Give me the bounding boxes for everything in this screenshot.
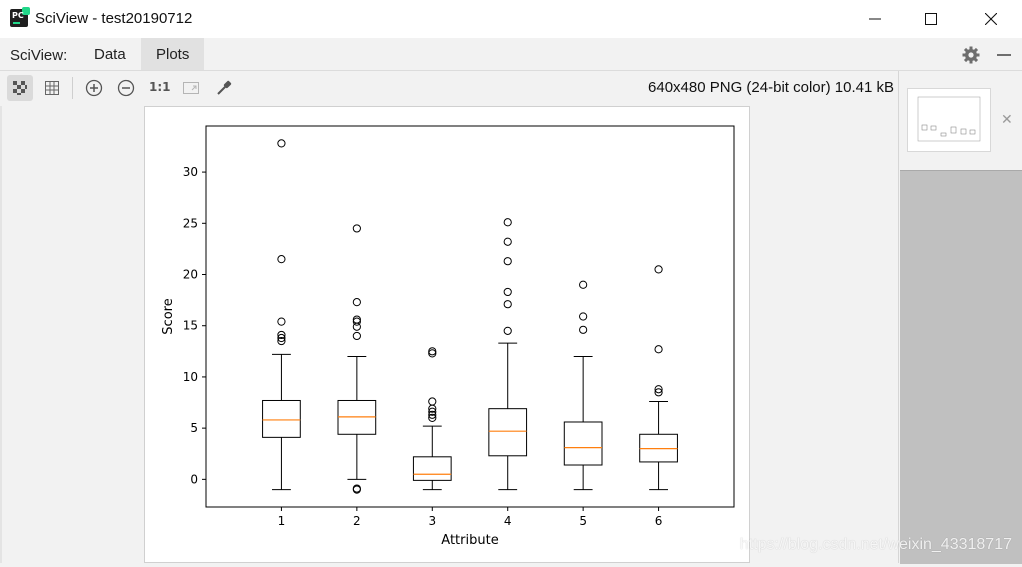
outlier-point [503, 300, 512, 309]
y-tick-label: 25 [183, 216, 198, 230]
close-window-button[interactable] [968, 0, 1014, 38]
app-icon-text: PC [12, 11, 24, 20]
minimize-button[interactable] [852, 0, 898, 38]
actual-size-button[interactable]: 1:1 [145, 75, 171, 101]
y-tick-label: 20 [183, 268, 198, 282]
maximize-button[interactable] [908, 0, 954, 38]
box-5 [563, 421, 603, 466]
outlier-point [503, 326, 512, 335]
outlier-point [579, 325, 588, 334]
tab-data[interactable]: Data [94, 46, 126, 63]
outlier-point [277, 336, 286, 346]
boxplot-chart: 0 5 10 15 20 25 30 1 2 3 4 5 6 Attribute Score [161, 125, 735, 548]
outlier-point [428, 397, 437, 406]
thumbnail-preview-icon [917, 96, 981, 142]
outlier-point [503, 287, 512, 297]
outlier-point [503, 218, 512, 227]
close-icon [985, 13, 997, 25]
title-bar: PC SciView - test20190712 [0, 0, 1022, 38]
tab-plots[interactable]: Plots [141, 38, 205, 70]
fit-to-window-icon [183, 82, 199, 94]
actual-size-label: 1:1 [149, 80, 171, 94]
x-tick-label: 6 [655, 514, 663, 528]
eyedropper-icon [217, 80, 232, 95]
watermark-text: https://blog.csdn.net/weixin_43318717 [739, 536, 1012, 553]
box-3 [412, 456, 452, 481]
zoom-out-icon [117, 79, 135, 97]
outlier-point [352, 298, 361, 307]
checkerboard-button[interactable] [7, 75, 33, 101]
y-axis-label: Score [161, 298, 176, 334]
outlier-point [428, 349, 437, 358]
zoom-in-icon [85, 79, 103, 97]
outlier-point [277, 317, 286, 326]
color-picker-button[interactable] [211, 75, 237, 101]
y-tick-label: 0 [190, 472, 198, 486]
image-info-label: 640x480 PNG (24-bit color) 10.41 kB [648, 79, 894, 96]
settings-gear-icon[interactable] [961, 45, 981, 65]
outlier-point [428, 407, 437, 416]
close-thumbnail-icon[interactable]: ✕ [1001, 111, 1013, 127]
x-tick-label: 5 [579, 514, 587, 528]
x-tick-label: 2 [353, 514, 361, 528]
plot-thumbnail[interactable] [907, 88, 991, 152]
outlier-point [654, 388, 663, 397]
outlier-point [277, 333, 286, 343]
outlier-point [352, 317, 361, 326]
x-tick-label: 1 [278, 514, 286, 528]
box-4 [488, 408, 528, 457]
hide-panel-button[interactable] [994, 46, 1014, 64]
outlier-point [654, 345, 663, 354]
window-title: SciView - test20190712 [35, 10, 193, 27]
outlier-point [352, 224, 361, 233]
thumbnail-panel-empty-area [900, 170, 1022, 564]
outlier-point [503, 237, 512, 246]
y-tick-label: 10 [183, 370, 198, 384]
outlier-point [277, 330, 286, 340]
fit-to-window-button[interactable] [178, 75, 204, 101]
minimize-panel-icon [997, 54, 1011, 56]
box-1 [262, 399, 301, 438]
outlier-point [654, 265, 663, 274]
y-tick-label: 5 [190, 421, 198, 435]
plot-axes-frame [205, 125, 735, 508]
sciview-menu-bar: SciView: Data Plots [0, 38, 1022, 71]
plot-image: 0 5 10 15 20 25 30 1 2 3 4 5 6 Attribute Score [144, 106, 750, 563]
x-axis-label: Attribute [441, 533, 498, 548]
y-tick-label: 30 [183, 165, 198, 179]
grid-icon [45, 81, 59, 95]
outlier-point [579, 280, 588, 289]
outlier-point [428, 410, 437, 419]
outlier-point [579, 312, 588, 321]
maximize-icon [925, 13, 937, 25]
outlier-point [277, 255, 286, 264]
zoom-out-button[interactable] [113, 75, 139, 101]
sciview-label: SciView: [10, 47, 68, 64]
outlier-point [277, 139, 286, 148]
zoom-in-button[interactable] [81, 75, 107, 101]
left-edge-divider [0, 106, 2, 563]
grid-button[interactable] [39, 75, 65, 101]
outlier-point [352, 485, 361, 494]
pycharm-app-icon: PC [10, 7, 30, 27]
checkerboard-icon [13, 81, 27, 95]
image-toolbar: 1:1 [0, 71, 898, 105]
y-tick-label: 15 [183, 319, 198, 333]
outlier-point [428, 413, 437, 422]
x-tick-label: 4 [504, 514, 512, 528]
outlier-point [428, 347, 437, 356]
outlier-point [352, 331, 361, 341]
minimize-icon [869, 18, 881, 20]
outlier-point [352, 315, 361, 324]
toolbar-separator [72, 77, 73, 99]
outlier-point [503, 257, 512, 266]
x-tick-label: 3 [428, 514, 436, 528]
outlier-point [654, 385, 663, 394]
